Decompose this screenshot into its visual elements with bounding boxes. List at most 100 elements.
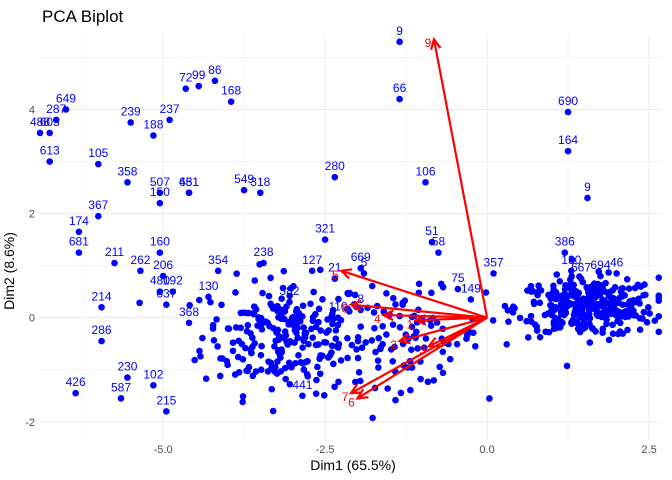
y-tick-label: 2 <box>29 209 35 221</box>
data-point <box>643 319 651 326</box>
loading-vector-arrowhead <box>348 383 363 395</box>
point-label: 9 <box>396 24 403 38</box>
point-label: 150 <box>150 185 170 199</box>
data-point <box>274 307 281 315</box>
data-point <box>291 326 299 334</box>
point-label: 9 <box>584 180 591 194</box>
data-point <box>159 272 167 280</box>
data-point <box>637 283 645 290</box>
x-tick-label: -2.5 <box>316 444 335 456</box>
data-point <box>337 357 345 364</box>
point-label: 681 <box>69 235 89 249</box>
data-point <box>46 129 54 137</box>
data-point <box>282 332 290 339</box>
data-point <box>527 312 535 320</box>
point-label: 174 <box>69 214 89 228</box>
data-point <box>575 307 582 314</box>
data-point <box>392 301 399 308</box>
data-point <box>334 321 342 329</box>
data-point <box>205 293 212 301</box>
data-point <box>302 329 310 337</box>
data-point <box>389 321 397 328</box>
data-point <box>313 376 320 384</box>
loading-vector-arrowhead <box>348 299 362 312</box>
point-label: 451 <box>179 175 199 189</box>
point-label: 637 <box>156 287 176 301</box>
data-point <box>391 343 398 351</box>
data-point <box>586 339 594 346</box>
data-point <box>299 302 307 310</box>
point-label: 690 <box>558 94 578 108</box>
data-point <box>273 370 281 377</box>
data-point <box>509 309 517 316</box>
loading-vector-label: 7 <box>342 390 349 404</box>
point-label: 321 <box>315 222 335 236</box>
point-label: 613 <box>40 144 60 158</box>
data-point <box>309 334 316 341</box>
point-label: 86 <box>208 63 222 77</box>
point-label: 164 <box>558 133 578 147</box>
data-point <box>191 356 198 364</box>
data-point <box>328 342 336 350</box>
data-point <box>389 294 397 302</box>
data-point <box>95 160 102 168</box>
point-label: 8 <box>357 292 364 306</box>
y-tick-label: 4 <box>29 104 35 116</box>
data-point <box>124 179 131 186</box>
data-point <box>581 323 588 330</box>
data-point <box>196 296 203 304</box>
data-point <box>150 132 157 139</box>
data-point <box>624 326 631 334</box>
data-point <box>251 303 258 310</box>
data-point <box>567 267 575 275</box>
data-point <box>127 119 135 126</box>
data-point <box>202 375 210 382</box>
point-label: 358 <box>117 164 137 178</box>
data-point <box>503 341 511 348</box>
data-point <box>286 380 294 388</box>
point-label: 127 <box>302 253 322 267</box>
point-label: 667 <box>571 261 591 275</box>
data-point <box>573 318 581 325</box>
data-point <box>62 106 70 113</box>
point-label: 215 <box>156 393 176 407</box>
data-point <box>195 82 203 90</box>
data-point <box>316 370 324 378</box>
data-point <box>319 296 326 303</box>
data-point <box>588 324 596 332</box>
data-point <box>408 346 415 353</box>
data-point <box>375 334 382 342</box>
data-point <box>289 313 297 321</box>
data-point <box>286 337 294 345</box>
point-label: 262 <box>130 253 150 267</box>
data-point <box>603 299 610 307</box>
data-point <box>396 323 404 331</box>
point-label: 130 <box>198 279 218 293</box>
data-point <box>482 289 490 296</box>
point-label: 354 <box>208 253 228 267</box>
data-point <box>596 291 604 299</box>
point-label: 188 <box>143 118 163 132</box>
data-point <box>244 367 251 375</box>
data-point <box>224 361 231 369</box>
data-point <box>259 289 266 297</box>
data-point <box>276 333 283 340</box>
point-label: 99 <box>192 68 206 82</box>
data-point <box>240 309 248 316</box>
data-point <box>278 295 285 302</box>
data-point <box>321 236 329 243</box>
data-point <box>544 310 552 317</box>
data-point <box>655 274 663 281</box>
point-label: 214 <box>92 289 112 303</box>
x-tick-label: -5.0 <box>154 444 173 456</box>
data-point <box>470 329 477 337</box>
data-point <box>185 189 193 197</box>
data-point <box>353 346 360 353</box>
point-label: 280 <box>325 159 345 173</box>
data-point <box>490 270 497 277</box>
data-point <box>591 280 598 287</box>
point-label: 549 <box>234 172 254 186</box>
data-point <box>623 276 631 283</box>
data-point <box>286 298 293 306</box>
data-point <box>290 282 297 290</box>
